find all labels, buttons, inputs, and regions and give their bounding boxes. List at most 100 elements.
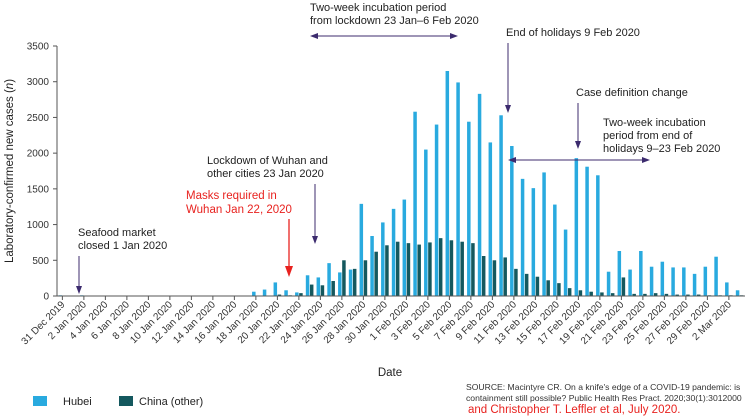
bar-hubei [316, 277, 321, 296]
bar-hubei [628, 269, 632, 296]
bar-hubei [574, 158, 579, 296]
bar-china-other [567, 288, 572, 296]
bar-hubei [671, 267, 675, 296]
lockdown-arrowhead [312, 236, 318, 244]
bar-hubei [402, 199, 407, 296]
bar-hubei [252, 291, 256, 296]
bar-hubei [338, 272, 342, 296]
svg-text:Lockdown of Wuhan and: Lockdown of Wuhan and [207, 155, 328, 167]
incubation-1-left-arrowhead [310, 33, 318, 39]
bar-china-other [331, 281, 335, 296]
bar-hubei [391, 208, 396, 296]
bar-hubei [725, 282, 729, 296]
x-axis-title: Date [378, 367, 402, 379]
bar-china-other [449, 240, 454, 296]
bar-china-other [621, 277, 626, 296]
bar-china-other [481, 256, 486, 296]
y-tick-label: 3500 [27, 42, 50, 53]
bar-china-other [406, 243, 411, 296]
bar-hubei [359, 203, 364, 296]
bar-hubei [660, 261, 665, 296]
legend-swatch-hubei [33, 396, 47, 406]
bar-china-other [557, 283, 561, 296]
bar-china-other [535, 276, 540, 296]
bar-china-other [471, 243, 475, 296]
bar-china-other [428, 242, 432, 296]
bar-hubei [305, 275, 310, 296]
bar-hubei [370, 236, 374, 296]
bar-hubei [714, 256, 718, 296]
bar-china-other [309, 284, 314, 296]
source-line-2: containment still possible? Public Healt… [466, 393, 742, 403]
bar-hubei [488, 142, 493, 296]
bar-hubei [596, 175, 600, 296]
bar-china-other [385, 245, 389, 296]
bar-hubei [606, 271, 611, 296]
svg-text:Two-week incubation: Two-week incubation [603, 117, 706, 129]
bar-china-other [395, 241, 400, 296]
bar-china-other [653, 293, 658, 296]
bar-china-other [589, 291, 593, 296]
bar-hubei [327, 263, 331, 296]
y-tick-label: 1000 [27, 220, 50, 231]
bar-china-other [675, 294, 679, 296]
masks-arrowhead [285, 266, 293, 277]
svg-text:Seafood market: Seafood market [78, 227, 156, 239]
annotation-seafood: Seafood market closed 1 Jan 2020 [76, 227, 167, 294]
y-axis-ticks: 0 500 1000 1500 2000 2500 3000 3500 [27, 42, 57, 303]
legend-label-china-other: China (other) [139, 396, 203, 408]
seafood-arrowhead [76, 286, 82, 294]
bar-hubei [284, 290, 288, 296]
bar-hubei [542, 172, 546, 296]
bar-hubei [692, 273, 697, 296]
case-definition-arrowhead [575, 141, 581, 149]
legend-swatch-china-other [119, 396, 133, 406]
bar-hubei [585, 166, 589, 296]
bar-hubei [413, 111, 417, 297]
incubation-1-right-arrowhead [450, 33, 458, 39]
legend: Hubei China (other) [33, 396, 203, 408]
bars-hubei [58, 71, 740, 297]
bar-china-other [610, 293, 615, 296]
bar-china-other [352, 268, 357, 296]
y-tick-label: 1500 [27, 184, 50, 195]
bar-china-other [686, 294, 690, 296]
svg-text:from lockdown 23 Jan–6 Feb 202: from lockdown 23 Jan–6 Feb 2020 [310, 15, 479, 27]
svg-text:Two-week incubation period: Two-week incubation period [310, 2, 446, 14]
incubation-2-right-arrowhead [642, 157, 650, 163]
bar-hubei [639, 251, 643, 296]
bar-hubei [553, 204, 557, 296]
y-axis-title: Laboratory-confirmed new cases (n) [4, 79, 16, 263]
annotation-masks: Masks required in Wuhan Jan 22, 2020 [186, 190, 293, 277]
holidays-end-arrowhead [505, 105, 511, 113]
svg-text:Wuhan Jan 22, 2020: Wuhan Jan 22, 2020 [186, 204, 292, 216]
bar-hubei [424, 149, 428, 296]
annotation-case-definition: Case definition change [575, 87, 688, 149]
svg-text:Case definition change: Case definition change [576, 87, 688, 99]
y-tick-label: 2500 [27, 113, 50, 124]
incubation-2-left-arrowhead [508, 157, 516, 163]
svg-text:holidays 9–23 Feb 2020: holidays 9–23 Feb 2020 [603, 143, 720, 155]
bar-china-other [417, 244, 421, 296]
bar-hubei [456, 82, 460, 297]
bar-hubei [467, 121, 471, 297]
bar-china-other [460, 241, 464, 296]
svg-text:End of holidays 9 Feb 2020: End of holidays 9 Feb 2020 [506, 27, 640, 39]
bar-hubei [510, 146, 514, 296]
legend-label-hubei: Hubei [63, 396, 92, 408]
bar-hubei [348, 269, 353, 296]
annotation-incubation-1: Two-week incubation period from lockdown… [310, 2, 479, 39]
bar-hubei [381, 222, 385, 296]
bar-hubei [295, 292, 299, 296]
bar-china-other [524, 273, 529, 296]
bar-china-other [342, 260, 346, 296]
svg-text:closed 1 Jan 2020: closed 1 Jan 2020 [78, 240, 167, 252]
bar-china-other [320, 285, 325, 296]
bar-hubei [445, 71, 450, 296]
y-tick-label: 2000 [27, 149, 50, 160]
bar-hubei [703, 266, 708, 296]
bar-china-other [578, 290, 583, 296]
bar-hubei [434, 124, 439, 296]
